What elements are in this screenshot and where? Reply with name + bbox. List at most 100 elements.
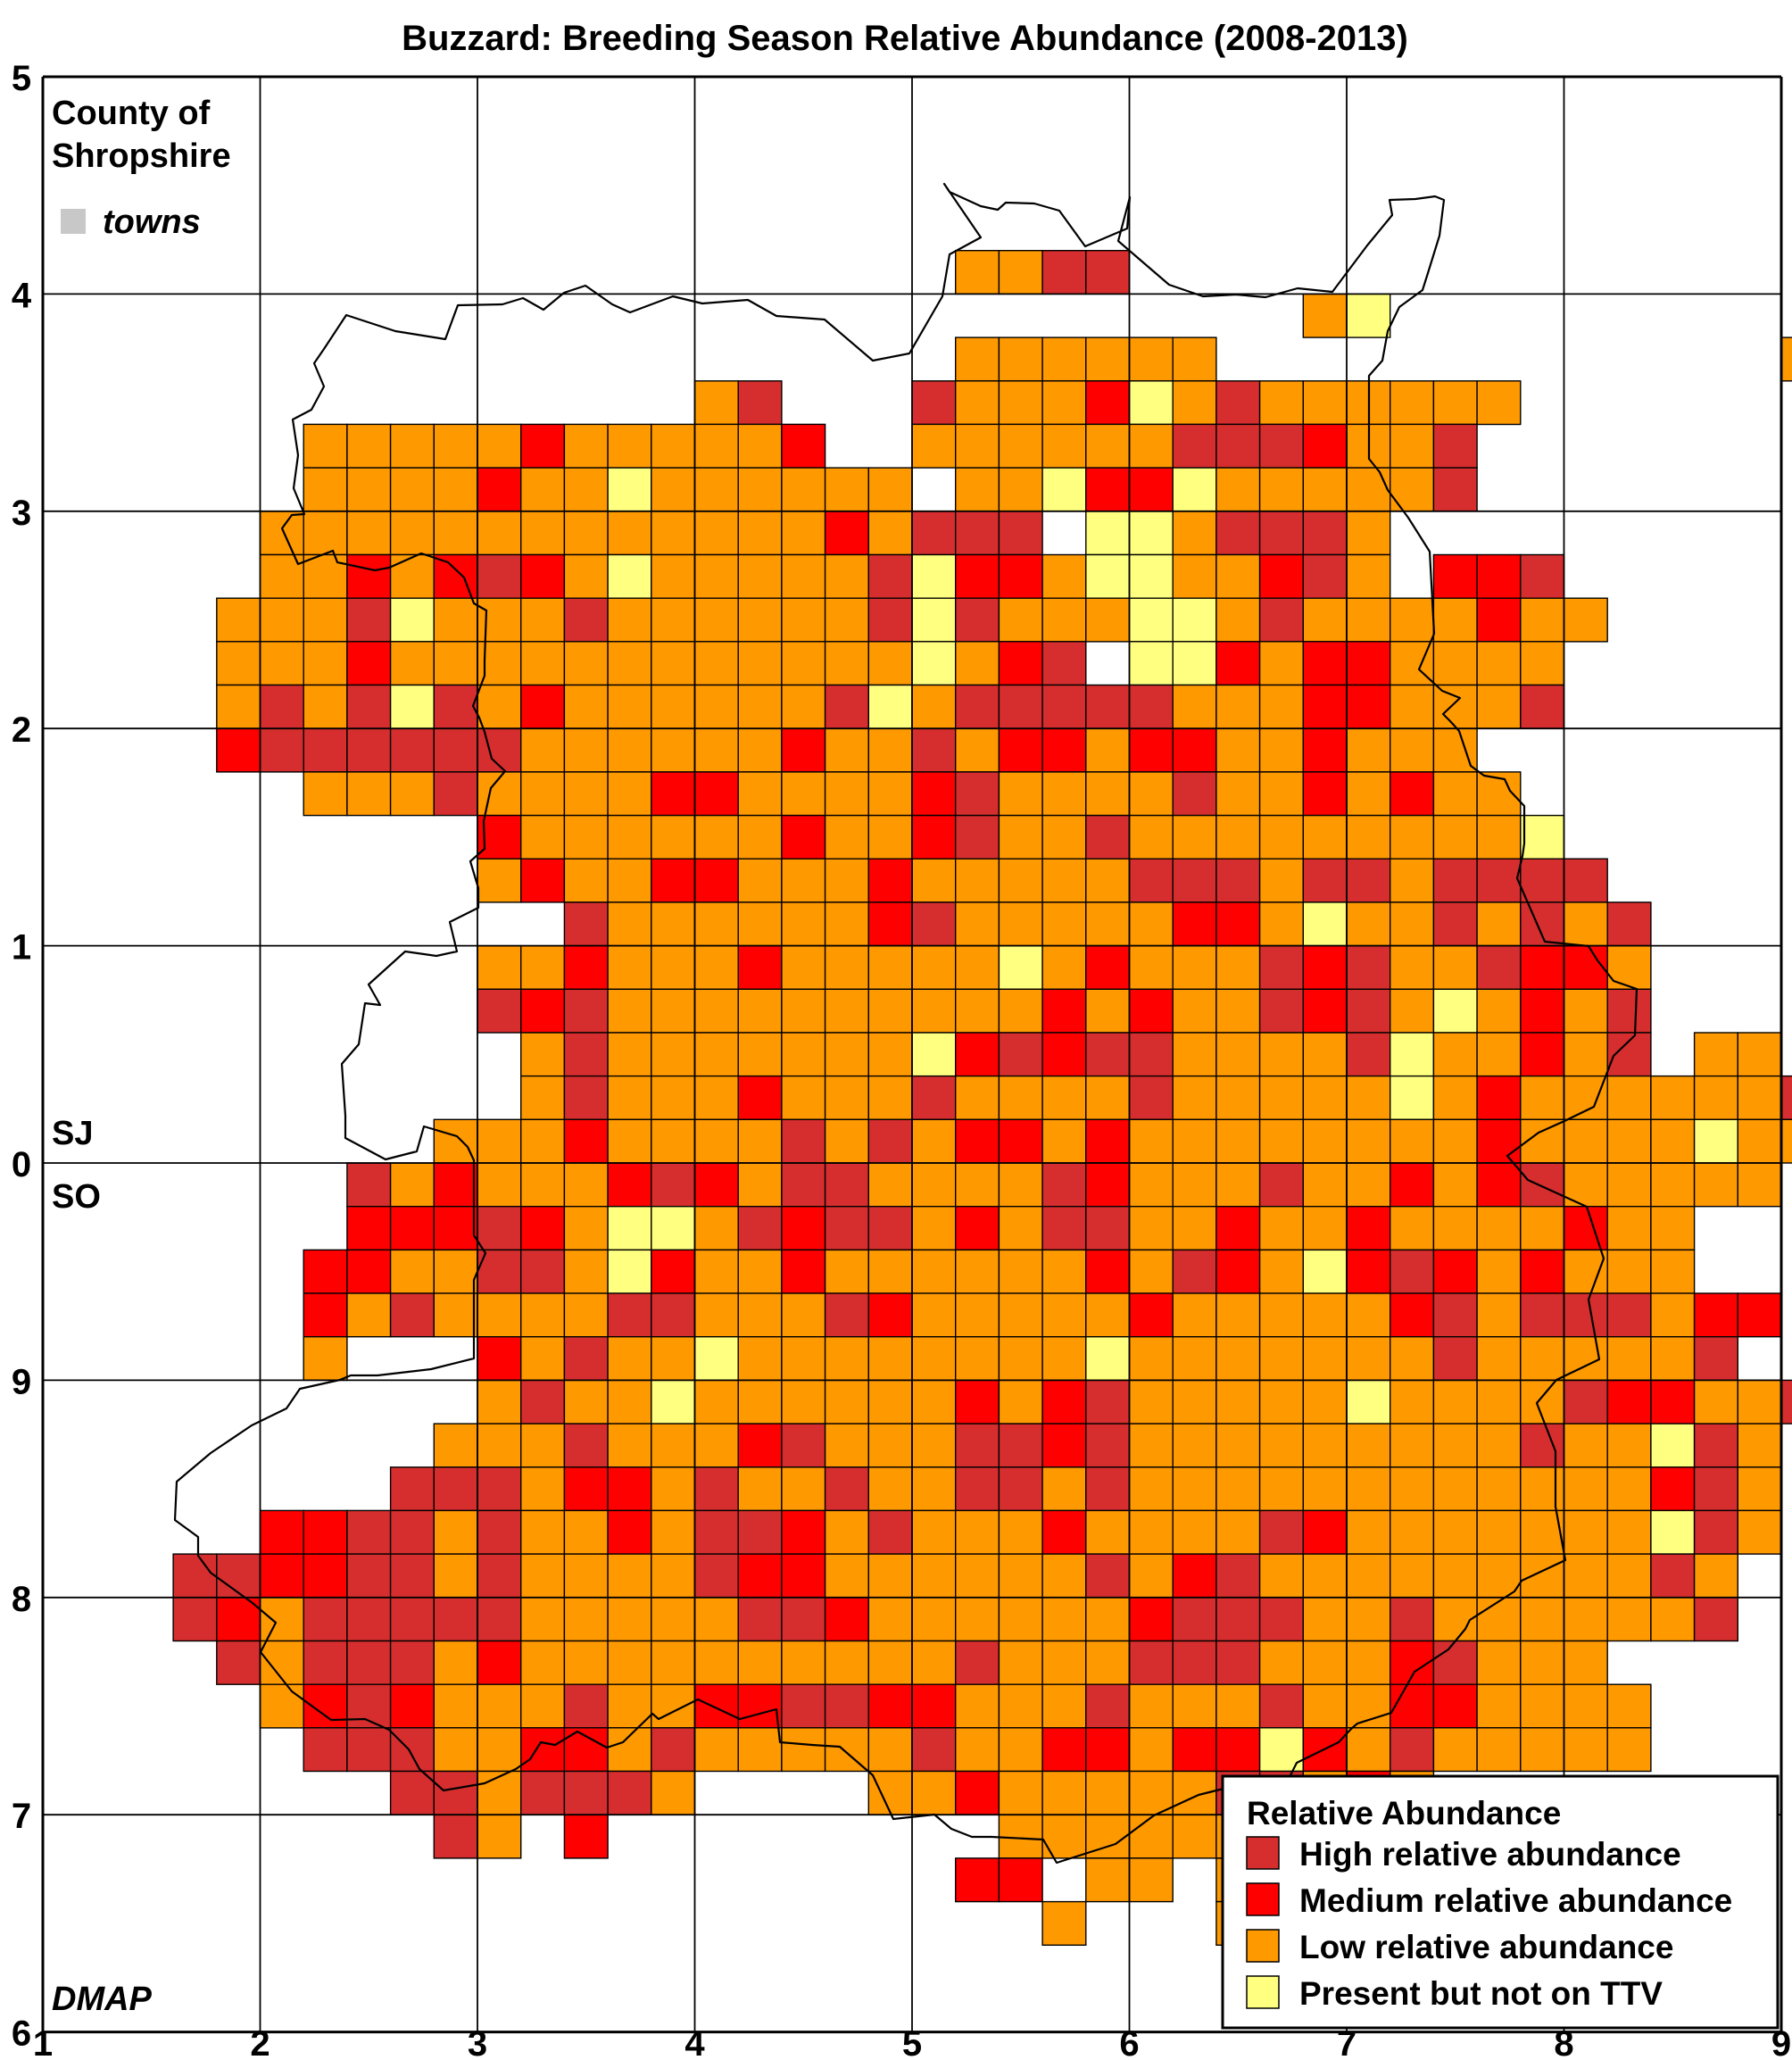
tetrad-cell-high xyxy=(563,1335,609,1382)
tetrad-cell-medium xyxy=(433,1162,478,1208)
tetrad-cell-low xyxy=(998,467,1043,512)
tetrad-cell-high xyxy=(1258,944,1304,990)
tetrad-cell-low xyxy=(477,684,522,729)
tetrad-cell-high xyxy=(1041,641,1087,686)
tetrad-cell-high xyxy=(1693,1466,1738,1512)
tetrad-cell-low xyxy=(1041,1075,1087,1120)
tetrad-cell-low xyxy=(563,467,609,512)
tetrad-cell-low xyxy=(911,1597,957,1642)
tetrad-cell-medium xyxy=(1650,1466,1696,1512)
tetrad-cell-high xyxy=(1432,467,1478,512)
tetrad-cell-low xyxy=(998,1683,1043,1729)
tetrad-cell-low xyxy=(520,1553,566,1599)
tetrad-cell-low xyxy=(1258,1205,1304,1251)
tetrad-cell-low xyxy=(1693,1162,1738,1208)
tetrad-cell-low xyxy=(737,1727,783,1773)
tetrad-cell-low xyxy=(998,1379,1043,1425)
tetrad-cell-high xyxy=(1172,1597,1217,1642)
tetrad-cell-low xyxy=(1258,1553,1304,1599)
tetrad-cell-low xyxy=(1606,1466,1652,1512)
y-tick-label: 3 xyxy=(12,494,31,533)
tetrad-cell-low xyxy=(693,553,739,599)
tetrad-cell-low xyxy=(477,423,522,469)
tetrad-cell-present xyxy=(389,597,436,643)
tetrad-cell-low xyxy=(824,1118,869,1164)
tetrad-cell-low xyxy=(389,1162,436,1208)
tetrad-cell-high xyxy=(216,1640,261,1685)
tetrad-cell-low xyxy=(1346,1509,1391,1555)
tetrad-cell-low xyxy=(824,988,869,1034)
tetrad-cell-low xyxy=(1737,1118,1782,1164)
tetrad-cell-medium xyxy=(303,1509,348,1555)
tetrad-cell-medium xyxy=(1041,1423,1087,1468)
tetrad-cell-low xyxy=(1389,684,1435,729)
tetrad-cell-low xyxy=(1041,553,1087,599)
tetrad-cell-low xyxy=(1041,1900,1087,1947)
tetrad-cell-medium xyxy=(1172,901,1217,947)
abundance-cells xyxy=(172,250,1792,1947)
tetrad-cell-low xyxy=(520,467,566,512)
tetrad-cell-low xyxy=(1737,1032,1782,1077)
tetrad-cell-low xyxy=(693,1379,739,1425)
tetrad-cell-high xyxy=(1389,1727,1435,1773)
tetrad-cell-low xyxy=(911,1466,957,1512)
tetrad-cell-high xyxy=(1128,1640,1174,1685)
tetrad-cell-high xyxy=(346,684,392,729)
tetrad-cell-low xyxy=(954,1292,1000,1338)
tetrad-cell-medium xyxy=(954,1205,1000,1251)
tetrad-cell-high xyxy=(346,597,392,643)
tetrad-cell-low xyxy=(477,1379,522,1425)
tetrad-cell-low xyxy=(867,467,913,512)
tetrad-cell-low xyxy=(607,771,652,817)
tetrad-cell-medium xyxy=(1085,380,1131,426)
tetrad-cell-low xyxy=(824,1335,869,1382)
tetrad-cell-low xyxy=(1563,1640,1608,1685)
tetrad-cell-low xyxy=(911,1379,957,1425)
tetrad-cell-low xyxy=(1563,1727,1608,1773)
tetrad-cell-medium xyxy=(737,944,783,990)
tetrad-cell-low xyxy=(389,771,436,817)
tetrad-cell-medium xyxy=(1258,553,1304,599)
tetrad-cell-low xyxy=(520,1118,566,1164)
tetrad-cell-low xyxy=(433,1553,478,1599)
tetrad-cell-high xyxy=(433,684,478,729)
tetrad-cell-medium xyxy=(1302,771,1348,817)
tetrad-cell-high xyxy=(1041,1205,1087,1251)
x-tick-label: 6 xyxy=(1119,2024,1139,2060)
tetrad-cell-low xyxy=(477,597,522,643)
tetrad-cell-low xyxy=(1041,423,1087,469)
tetrad-cell-high xyxy=(477,1509,522,1555)
tetrad-cell-low xyxy=(867,988,913,1034)
tetrad-cell-low xyxy=(1737,1379,1782,1425)
tetrad-cell-low xyxy=(1085,901,1131,947)
tetrad-cell-low xyxy=(781,684,826,729)
tetrad-cell-present xyxy=(651,1379,696,1425)
tetrad-cell-low xyxy=(563,1292,609,1338)
tetrad-cell-high xyxy=(1302,511,1348,556)
tetrad-cell-low xyxy=(954,1727,1000,1773)
tetrad-cell-high xyxy=(477,1553,522,1599)
tetrad-cell-low xyxy=(1258,1249,1304,1294)
tetrad-cell-high xyxy=(1520,858,1565,903)
tetrad-cell-low xyxy=(1041,771,1087,817)
tetrad-cell-high xyxy=(737,1597,783,1642)
tetrad-cell-low xyxy=(1476,1249,1522,1294)
tetrad-cell-low xyxy=(346,771,392,817)
tetrad-cell-low xyxy=(1215,553,1261,599)
tetrad-cell-low xyxy=(1780,1118,1792,1164)
tetrad-cell-low xyxy=(259,1597,304,1642)
tetrad-cell-low xyxy=(911,1640,957,1685)
tetrad-cell-low xyxy=(1128,1379,1174,1425)
legend-swatch-present xyxy=(1246,1975,1280,2009)
tetrad-cell-low xyxy=(1215,597,1261,643)
tetrad-cell-low xyxy=(389,423,436,469)
x-tick-label: 3 xyxy=(468,2024,487,2060)
tetrad-cell-present xyxy=(1693,1118,1738,1164)
tetrad-cell-high xyxy=(1520,1162,1565,1208)
tetrad-cell-high xyxy=(389,1509,436,1555)
tetrad-cell-low xyxy=(433,1118,478,1164)
tetrad-cell-low xyxy=(1128,944,1174,990)
tetrad-cell-low xyxy=(1432,944,1478,990)
tetrad-cell-low xyxy=(1520,1727,1565,1773)
tetrad-cell-low xyxy=(1389,467,1435,512)
